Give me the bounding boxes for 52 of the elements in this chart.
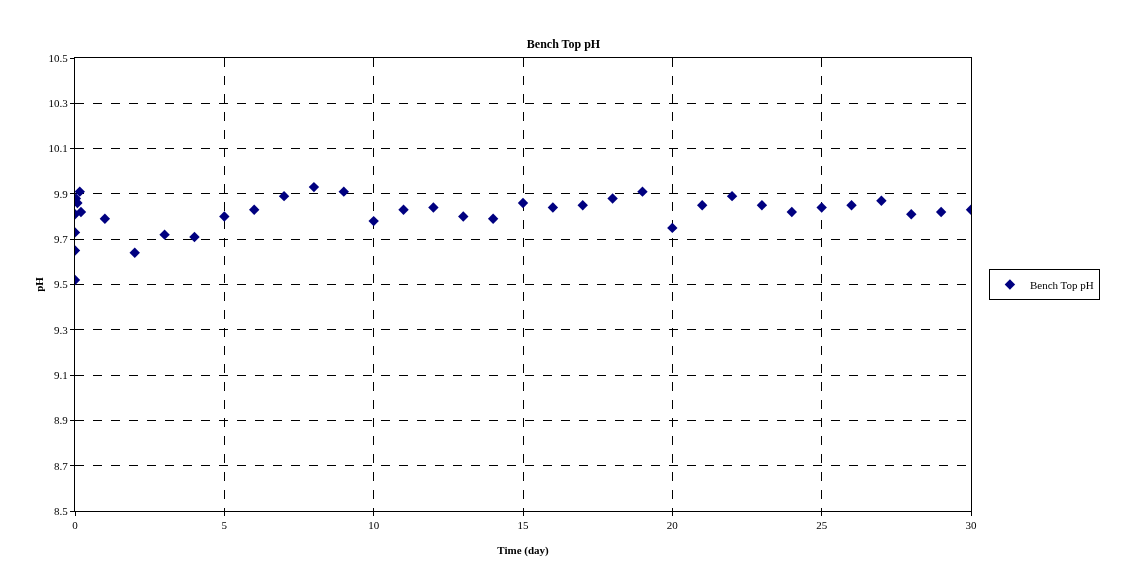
x-tick-label: 20 (666, 519, 679, 532)
x-tick-label: 5 (221, 519, 228, 532)
y-tick-label: 8.5 (54, 504, 69, 517)
point (368, 215, 379, 227)
point (726, 190, 738, 202)
x-tick-label: 25 (816, 519, 828, 532)
point (697, 200, 708, 211)
point (398, 204, 409, 215)
point (637, 186, 648, 197)
point (129, 247, 140, 258)
point (487, 213, 499, 225)
point (876, 195, 887, 206)
point (547, 202, 559, 213)
y-tick-label: 9.9 (54, 187, 69, 200)
y-tick-label: 9.3 (54, 323, 69, 336)
x-tick-label: 10 (368, 519, 380, 532)
y-tick-label: 10.5 (48, 51, 69, 64)
x-tick-label: 0 (72, 519, 79, 532)
point (577, 200, 588, 211)
point (667, 222, 678, 234)
y-tick-label: 8.7 (54, 459, 69, 472)
point (189, 231, 200, 243)
point (786, 206, 797, 218)
point (308, 181, 320, 193)
y-axis-title: pH (33, 276, 45, 292)
point (99, 213, 111, 225)
point (75, 186, 85, 197)
chart-title: Bench Top pH (526, 37, 601, 52)
point (458, 211, 469, 222)
y-tick-label: 10.3 (48, 97, 69, 110)
point (219, 211, 230, 222)
y-tick-label: 9.7 (54, 233, 69, 246)
point (906, 209, 917, 220)
y-tick-label: 9.1 (54, 368, 68, 381)
point (935, 206, 947, 218)
x-tick-label: 15 (517, 519, 529, 532)
y-tick-label: 8.9 (54, 414, 69, 427)
y-tick-label: 10.1 (48, 142, 68, 155)
point (816, 202, 827, 213)
point (249, 204, 260, 215)
point (846, 200, 857, 211)
legend-label: Bench Top pH (1029, 278, 1094, 291)
point (756, 200, 768, 211)
point (428, 202, 439, 213)
x-tick-label: 30 (965, 519, 977, 532)
point (338, 186, 349, 197)
point (278, 190, 290, 202)
point (517, 197, 529, 209)
point (607, 193, 618, 204)
x-axis-title: Time (day) (497, 544, 550, 557)
point (159, 229, 170, 240)
y-tick-label: 9.5 (54, 278, 69, 291)
